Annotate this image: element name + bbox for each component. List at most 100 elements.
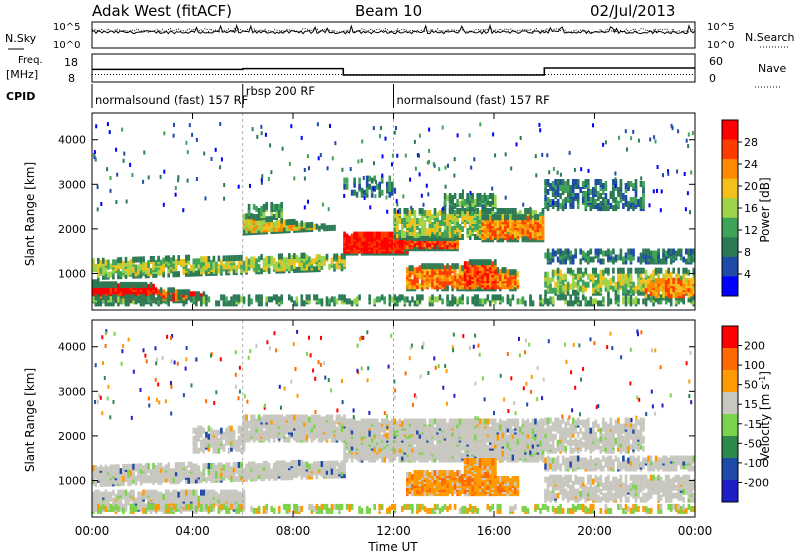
heatmap-cell (288, 474, 291, 481)
heatmap-cell (451, 226, 454, 232)
heatmap-cell (690, 248, 693, 255)
heatmap-cell (406, 283, 409, 290)
heatmap-cell (443, 235, 447, 242)
heatmap-cell (200, 296, 203, 303)
heatmap-cell (104, 468, 108, 475)
heatmap-cell (257, 473, 261, 480)
heatmap-cell (227, 466, 231, 473)
heatmap-cell (205, 262, 208, 269)
heatmap-cell (689, 210, 691, 215)
heatmap-cell (546, 285, 550, 292)
heatmap-cell (164, 470, 168, 477)
heatmap-cell (305, 254, 309, 261)
heatmap-cell (556, 205, 560, 212)
heatmap-cell (566, 267, 570, 274)
colorbar-segment (722, 159, 738, 180)
heatmap-cell (483, 228, 487, 235)
heatmap-cell (139, 499, 143, 506)
colorbar-segment (722, 256, 738, 277)
heatmap-cell (255, 294, 258, 301)
heatmap-cell (428, 263, 432, 270)
heatmap-cell (622, 193, 625, 199)
heatmap-cell (551, 248, 555, 255)
heatmap-cell (290, 259, 294, 266)
heatmap-cell (127, 294, 130, 301)
heatmap-cell (350, 233, 354, 240)
heatmap-cell (177, 478, 180, 485)
heatmap-cell (240, 296, 243, 303)
heatmap-cell (295, 266, 299, 273)
heatmap-cell (260, 300, 263, 307)
heatmap-cell (227, 462, 231, 469)
heatmap-cell (232, 269, 236, 276)
heatmap-cell (157, 462, 160, 469)
heatmap-cell (403, 208, 407, 214)
heatmap-cell (451, 294, 454, 301)
heatmap-cell (157, 491, 160, 498)
heatmap-cell (468, 133, 471, 138)
heatmap-cell (107, 271, 110, 278)
heatmap-cell (436, 296, 439, 303)
heatmap-cell (657, 278, 660, 285)
heatmap-cell (124, 256, 128, 263)
heatmap-cell (172, 476, 175, 483)
heatmap-cell (506, 234, 510, 241)
heatmap-cell (489, 259, 492, 266)
heatmap-cell (544, 281, 547, 288)
heatmap-cell (569, 283, 572, 290)
heatmap-cell (471, 226, 474, 232)
heatmap-cell (564, 197, 567, 203)
heatmap-cell (217, 470, 221, 477)
heatmap-cell (212, 261, 216, 268)
heatmap-cell (137, 264, 140, 271)
heatmap-cell (190, 473, 193, 480)
heatmap-cell (401, 218, 404, 224)
heatmap-cell (483, 298, 487, 305)
heatmap-cell (524, 300, 527, 307)
heatmap-cell (607, 248, 610, 255)
heatmap-cell (270, 220, 273, 227)
heatmap-cell (277, 261, 281, 268)
heatmap-cell (453, 296, 457, 303)
heatmap-cell (195, 270, 198, 277)
heatmap-cell (644, 300, 648, 307)
heatmap-cell (127, 260, 130, 267)
heatmap-cell (468, 201, 472, 207)
heatmap-cell (122, 281, 125, 288)
heatmap-cell (365, 175, 369, 182)
heatmap-cell (152, 290, 155, 296)
heatmap-cell (642, 267, 645, 274)
heatmap-cell (642, 256, 645, 263)
heatmap-cell (521, 236, 525, 243)
heatmap-cell (438, 167, 441, 172)
heatmap-cell (340, 257, 344, 264)
heatmap-cell (202, 266, 206, 273)
heatmap-cell (411, 265, 414, 272)
heatmap-cell (99, 478, 103, 485)
heatmap-cell (182, 208, 185, 213)
heatmap-cell (293, 466, 296, 472)
heatmap-cell (489, 279, 492, 286)
heatmap-cell (584, 197, 588, 203)
heatmap-cell (584, 203, 588, 209)
heatmap-cell (386, 181, 389, 188)
heatmap-cell (380, 294, 384, 301)
heatmap-cell (634, 179, 638, 185)
heatmap-cell (127, 491, 130, 498)
heatmap-cell (604, 193, 608, 199)
heatmap-cell (365, 179, 369, 186)
heatmap-cell (144, 268, 148, 275)
heatmap-cell (687, 269, 691, 276)
heatmap-cell (511, 208, 515, 214)
heatmap-cell (383, 296, 386, 303)
heatmap-cell (330, 257, 334, 264)
heatmap-cell (573, 167, 576, 172)
heatmap-cell (627, 289, 630, 296)
heatmap-cell (576, 296, 580, 303)
heatmap-cell (453, 275, 457, 282)
heatmap-cell (381, 173, 384, 178)
heatmap-cell (124, 470, 128, 476)
heatmap-cell (416, 232, 419, 238)
heatmap-cell (516, 298, 520, 305)
heatmap-cell (416, 267, 419, 274)
